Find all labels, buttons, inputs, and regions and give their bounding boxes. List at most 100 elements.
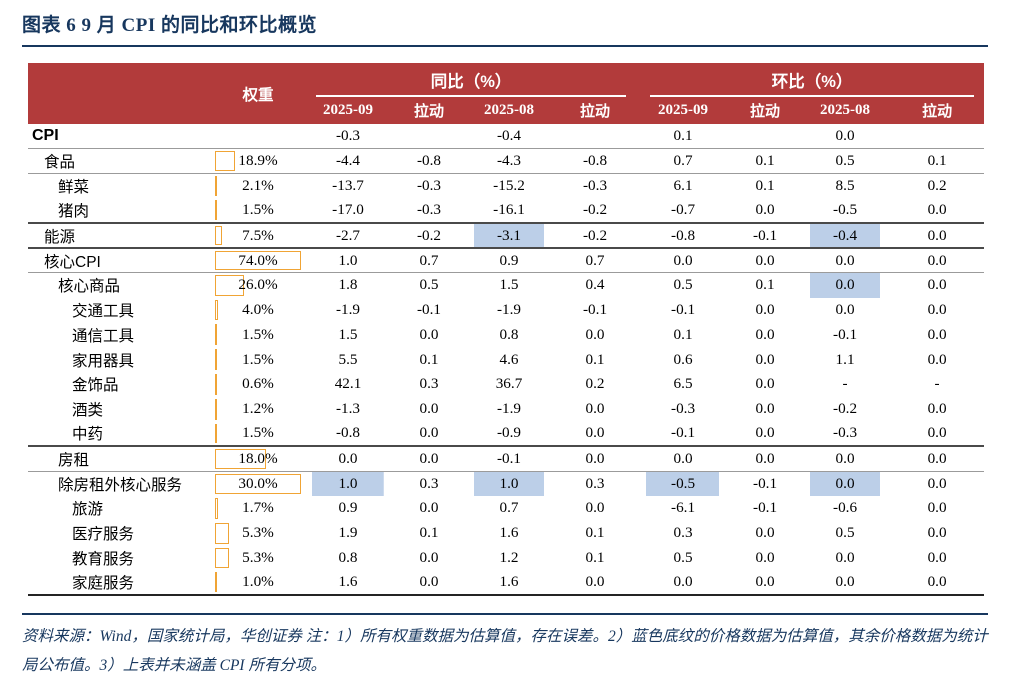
value-cell: 0.0: [927, 350, 947, 368]
weight-cell: 0.6%: [214, 372, 302, 397]
value-cell: 0.0: [554, 446, 637, 472]
value-cell: 1.6: [302, 570, 394, 597]
footer-divider: [22, 613, 988, 616]
value-cell: -0.9: [464, 421, 554, 448]
value-cell: 0.0: [800, 272, 891, 298]
value-cell: 1.5: [338, 325, 358, 343]
weight-column-header: 权重: [214, 63, 302, 124]
weight-cell: 18.0%: [214, 446, 302, 472]
value-cell: 0.7: [499, 499, 519, 517]
weight-cell: 1.5%: [214, 198, 302, 225]
weight-cell: 18.9%: [214, 148, 302, 175]
weight-value: 18.9%: [238, 152, 278, 170]
value-cell: 6.1: [673, 177, 693, 195]
weight-value: 5.3%: [242, 524, 274, 542]
table-row: 金饰品 0.6% 42.1 0.3 36.7 0.2 6.5 0.0 - -: [28, 372, 984, 397]
table-row: 医疗服务 5.3% 1.9 0.1 1.6 0.1 0.3 0.0 0.5 0.0: [28, 521, 984, 546]
value-cell: 0.3: [419, 375, 439, 393]
weight-data-bar: [215, 547, 229, 569]
value-cell: -0.1: [416, 300, 442, 318]
weight-value: 18.0%: [238, 450, 278, 467]
subcolumn-header: 拉动: [890, 97, 985, 124]
row-label: 核心商品: [58, 278, 121, 296]
weight-value: 1.5%: [242, 201, 274, 219]
value-cell: 0.3: [673, 524, 693, 542]
figure-title: 图表 6 9 月 CPI 的同比和环比概览: [22, 15, 317, 36]
header-group-row: 权重 同比（%） 环比（%）: [28, 63, 985, 124]
value-cell: 0.8: [499, 325, 519, 343]
weight-cell: 1.5%: [214, 347, 302, 372]
row-label: 能源: [28, 223, 214, 249]
value-cell: 0.0: [755, 350, 775, 368]
weight-value: 5.3%: [242, 548, 274, 566]
value-cell: 0.0: [755, 375, 775, 393]
value-cell: 0.4: [585, 276, 605, 294]
weight-cell: 2.1%: [214, 174, 302, 199]
value-cell: 0.5: [835, 524, 855, 542]
value-cell: 0.0: [890, 223, 985, 249]
value-cell: -1.9: [335, 300, 361, 318]
weight-value: 1.2%: [242, 400, 274, 418]
table-header: 权重 同比（%） 环比（%） 2025-09 拉动 2025-08 拉动 2025-09 拉动 2…: [28, 63, 985, 124]
weight-value: 30.0%: [238, 474, 278, 492]
value-cell: -: [842, 375, 848, 393]
value-cell: -4.3: [464, 148, 554, 175]
subcolumn-header: 拉动: [554, 97, 637, 124]
value-cell: [554, 124, 637, 150]
weight-data-bar: [215, 349, 217, 370]
value-cell: [394, 124, 464, 150]
value-cell: -0.4: [800, 223, 891, 249]
value-cell: 0.0: [927, 276, 947, 294]
value-cell: -1.3: [335, 400, 361, 418]
value-cell: 0.0: [585, 325, 605, 343]
weight-value: 1.5%: [242, 325, 274, 343]
value-cell: 0.0: [394, 446, 464, 472]
value-cell: -0.1: [753, 474, 778, 492]
value-cell: -0.8: [636, 223, 731, 249]
value-cell: 0.0: [554, 570, 637, 597]
value-cell: 0.2: [585, 375, 605, 393]
weight-value: 1.7%: [242, 499, 274, 517]
value-cell: 0.0: [890, 247, 985, 274]
value-cell: -0.6: [833, 499, 858, 517]
value-cell: 0.0: [394, 421, 464, 448]
value-cell: 1.5: [499, 276, 519, 294]
table-row: 能源 7.5% -2.7 -0.2 -3.1 -0.2 -0.8 -0.1 -0.4 0.0: [28, 223, 985, 249]
row-label: 家用器具: [72, 352, 135, 370]
value-cell: 0.1: [419, 524, 439, 542]
table-row: 鲜菜 2.1% -13.7 -0.3 -15.2 -0.3 6.1 0.1 8.5 0.2: [28, 174, 984, 199]
value-cell: -0.8: [394, 148, 464, 175]
value-cell: 0.1: [730, 148, 801, 175]
weight-data-bar: [215, 423, 217, 444]
table-row: 猪肉 1.5% -17.0 -0.3 -16.1 -0.2 -0.7 0.0 -0.5 0.0: [28, 198, 985, 225]
value-cell: -0.2: [554, 198, 637, 225]
value-cell: 0.0: [419, 548, 439, 566]
table-row: 教育服务 5.3% 0.8 0.0 1.2 0.1 0.5 0.0 0.0 0.0: [28, 546, 984, 571]
value-cell: -17.0: [302, 198, 394, 225]
value-cell: 6.5: [673, 375, 693, 393]
value-cell: 36.7: [495, 375, 523, 393]
value-cell: -0.1: [753, 499, 778, 517]
value-cell: 0.0: [800, 446, 891, 472]
weight-cell: 1.5%: [214, 322, 302, 347]
value-cell: -0.3: [302, 124, 394, 150]
value-cell: 0.7: [394, 247, 464, 274]
weight-data-bar: [215, 373, 217, 395]
value-cell: -0.3: [800, 421, 891, 448]
table-row: 核心CPI 74.0% 1.0 0.7 0.9 0.7 0.0 0.0 0.0 0.0: [28, 247, 985, 274]
table-row: CPI -0.3 -0.4 0.1 0.0: [28, 124, 985, 150]
value-cell: 1.8: [338, 276, 358, 294]
value-cell: 0.0: [927, 325, 947, 343]
table-row: 核心商品 26.0% 1.8 0.5 1.5 0.4 0.5 0.1 0.0 0.0: [28, 272, 984, 298]
row-label: 金饰品: [72, 377, 119, 395]
value-cell: -0.3: [583, 177, 608, 195]
value-cell: 0.6: [673, 350, 693, 368]
value-cell: 0.0: [419, 400, 439, 418]
weight-data-bar: [215, 226, 222, 245]
subcolumn-header: 2025-08: [464, 97, 554, 124]
value-cell: -0.3: [671, 400, 696, 418]
yoy-group-header: 同比（%）: [302, 63, 637, 97]
value-cell: -0.1: [583, 300, 608, 318]
weight-cell: 1.7%: [214, 496, 302, 521]
group-header-label: 环比（%）: [650, 63, 975, 97]
